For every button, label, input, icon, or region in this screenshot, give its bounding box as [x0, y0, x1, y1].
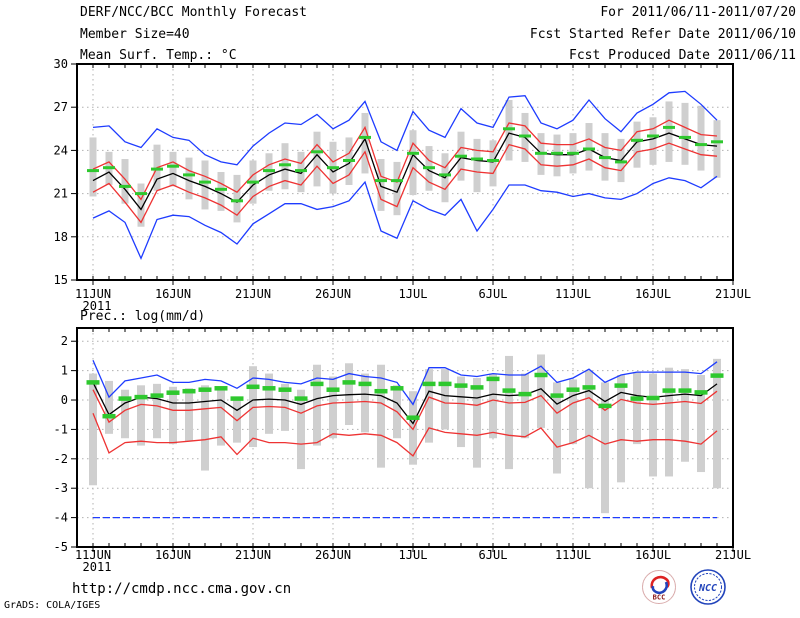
svg-text:27: 27	[54, 100, 68, 114]
svg-text:6JUL: 6JUL	[479, 287, 508, 301]
svg-text:15: 15	[54, 273, 68, 287]
bcc-logo-text: BCC	[653, 594, 666, 602]
svg-text:1: 1	[61, 364, 68, 378]
svg-text:-2: -2	[54, 452, 68, 466]
forecast-charts: 11JUN 16JUN 21JUN 26JUN 1JUL 6JUL 11JUL 16JUL 21…	[54, 57, 752, 574]
ncc-logo-text: NCC	[698, 583, 717, 594]
svg-text:11JUN: 11JUN	[75, 287, 111, 301]
svg-text:16JUL: 16JUL	[635, 287, 671, 301]
svg-text:24: 24	[54, 143, 68, 157]
svg-text:16JUN: 16JUN	[155, 548, 191, 562]
temp-axis-title: Mean Surf. Temp.: °C	[80, 48, 237, 63]
refer-date-label: Fcst Started Refer Date 2011/06/10	[529, 27, 796, 42]
svg-text:6JUL: 6JUL	[479, 548, 508, 562]
svg-text:2011: 2011	[83, 299, 112, 313]
temp-chart: 11JUN 16JUN 21JUN 26JUN 1JUL 6JUL 11JUL 16JUL 21…	[54, 57, 752, 313]
svg-text:2011: 2011	[83, 560, 112, 574]
svg-text:21JUL: 21JUL	[715, 287, 751, 301]
svg-text:0: 0	[61, 393, 68, 407]
ncc-logo: NCC	[690, 569, 726, 605]
source-url[interactable]: http://cmdp.ncc.cma.gov.cn	[72, 581, 292, 597]
svg-text:21JUN: 21JUN	[235, 548, 271, 562]
svg-text:11JUL: 11JUL	[555, 548, 591, 562]
svg-text:1JUL: 1JUL	[399, 287, 428, 301]
svg-text:21JUN: 21JUN	[235, 287, 271, 301]
member-size-label: Member Size=40	[80, 27, 190, 42]
footer-logos: BCC NCC	[642, 569, 726, 605]
svg-text:16JUL: 16JUL	[635, 548, 671, 562]
precip-axis-title: Prec.: log(mm/d)	[80, 309, 206, 324]
chart-title: DERF/NCC/BCC Monthly Forecast	[80, 5, 307, 20]
svg-text:21: 21	[54, 187, 68, 201]
svg-text:26JUN: 26JUN	[315, 548, 351, 562]
svg-text:16JUN: 16JUN	[155, 287, 191, 301]
grads-credit: GrADS: COLA/IGES	[4, 600, 101, 611]
svg-text:-3: -3	[54, 481, 68, 495]
svg-text:21JUL: 21JUL	[715, 548, 751, 562]
svg-text:18: 18	[54, 230, 68, 244]
svg-text:-5: -5	[54, 540, 68, 554]
precip-chart: 11JUN 16JUN 21JUN 26JUN 1JUL 6JUL 11JUL 16JUL 21…	[54, 327, 751, 574]
svg-text:26JUN: 26JUN	[315, 287, 351, 301]
produced-date-label: Fcst Produced Date 2011/06/11	[569, 48, 796, 63]
svg-text:11JUN: 11JUN	[75, 548, 111, 562]
svg-text:1JUL: 1JUL	[399, 548, 428, 562]
svg-text:2: 2	[61, 334, 68, 348]
svg-text:30: 30	[54, 57, 68, 71]
bcc-logo: BCC	[642, 570, 676, 604]
svg-text:-1: -1	[54, 422, 68, 436]
svg-text:11JUL: 11JUL	[555, 287, 591, 301]
forecast-range-label: For 2011/06/11-2011/07/20	[600, 5, 796, 20]
svg-text:-4: -4	[54, 511, 68, 525]
